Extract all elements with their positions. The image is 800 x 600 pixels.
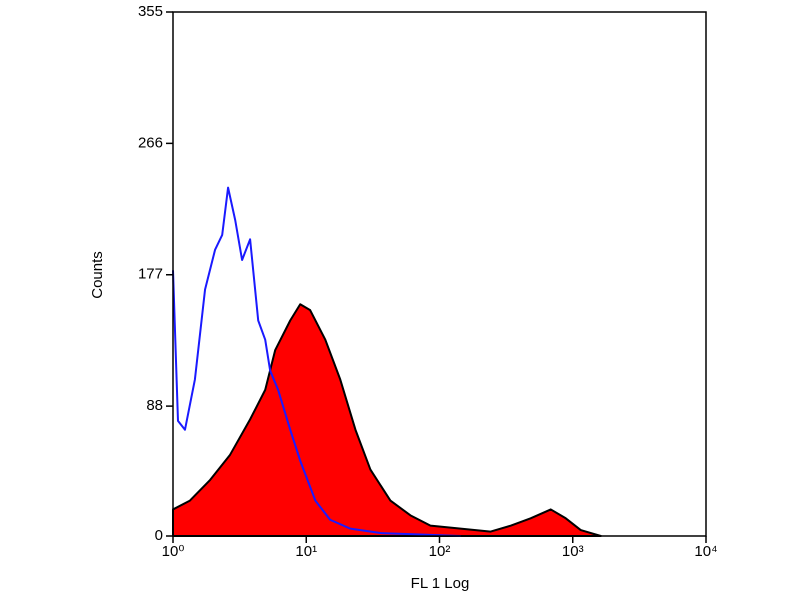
x-tick-label: 10¹ [295, 543, 317, 560]
y-tick-label: 355 [138, 3, 163, 20]
y-tick-label: 0 [155, 527, 163, 544]
y-axis-title: Counts [89, 251, 106, 299]
x-tick-label: 10³ [562, 543, 584, 560]
y-tick-label: 177 [138, 266, 163, 283]
x-tick-label: 10² [429, 543, 451, 560]
area [172, 303, 602, 537]
y-tick-label: 266 [138, 134, 163, 151]
x-tick-label: 10⁴ [694, 543, 717, 560]
x-tick-label: 10⁰ [162, 543, 185, 560]
x-axis-title: FL 1 Log [411, 575, 470, 592]
line [172, 186, 461, 537]
y-tick-label: 88 [146, 397, 163, 414]
